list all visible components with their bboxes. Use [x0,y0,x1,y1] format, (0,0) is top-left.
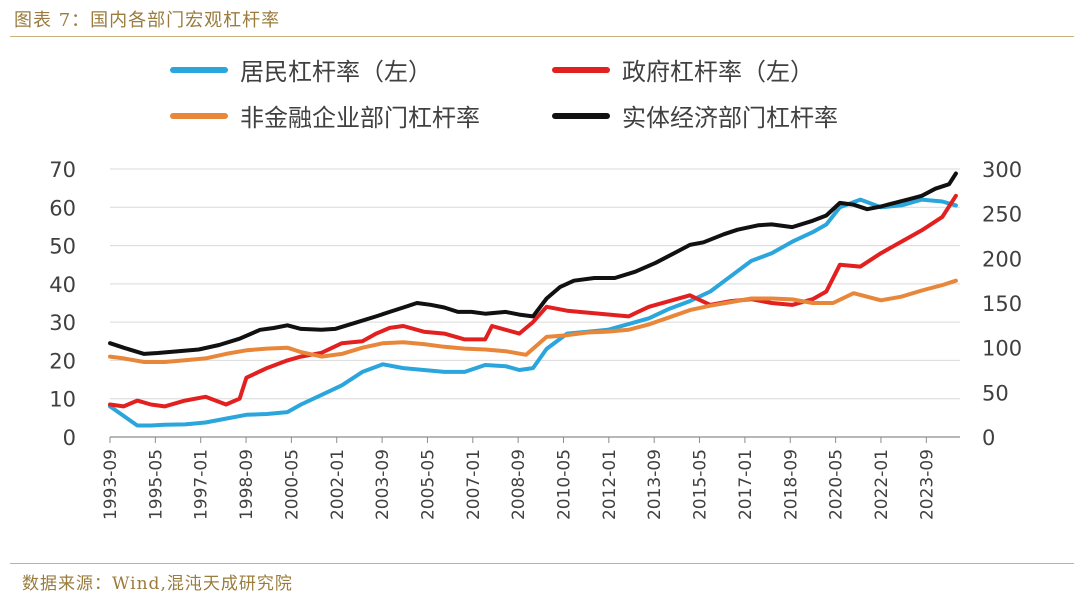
bottom-divider [10,563,1074,564]
x-axis-tick-label: 2013-09 [645,449,665,520]
right-axis-tick-label: 0 [982,426,995,450]
right-axis-tick-label: 150 [982,292,1022,316]
x-axis-tick-label: 2007-01 [464,449,484,520]
x-axis: 1993-09 1995-05 1997-01 1998-09 2000-05 2002-… [101,436,960,520]
legend-item-real-economy: 实体经济部门杠杆率 [552,98,838,133]
x-axis-tick-label: 1998-09 [237,449,257,520]
left-axis-tick-label: 60 [49,196,76,220]
right-axis-tick-label: 200 [982,247,1022,271]
legend-swatch-government [552,66,610,73]
right-axis-labels: 0 50 100 150 200 250 300 [982,158,1022,450]
right-axis-tick-label: 50 [982,381,1009,405]
legend-label-real-economy: 实体经济部门杠杆率 [622,104,838,132]
figure-title: 图表 7：国内各部门宏观杠杆率 [14,10,281,31]
legend-item-government: 政府杠杆率（左） [552,52,814,87]
leverage-chart: 0 10 20 30 40 50 60 70 0 50 100 150 200 250 300 1993-… [49,158,1022,520]
x-axis-tick-label: 2020-05 [827,449,847,520]
chart-series-lines [108,171,958,428]
left-axis-labels: 0 10 20 30 40 50 60 70 [49,158,76,450]
left-axis-tick-label: 0 [63,426,76,450]
legend-swatch-real-economy [552,112,610,119]
x-axis-tick-label: 2023-09 [917,449,937,520]
top-divider [10,36,1074,37]
legend-label-government: 政府杠杆率（左） [622,58,814,86]
right-axis-tick-label: 250 [982,203,1022,227]
x-axis-tick-label: 2017-01 [736,449,756,520]
chart-legend: 居民杠杆率（左） 政府杠杆率（左） 非金融企业部门杠杆率 实体经济部门杠杆率 [170,52,930,136]
left-axis-tick-label: 30 [49,311,76,335]
x-axis-tick-label: 2018-09 [781,449,801,520]
legend-swatch-corporate [170,112,228,119]
series-line [108,193,958,409]
x-axis-tick-label: 2010-05 [555,449,575,520]
legend-swatch-household [170,66,228,73]
x-axis-tick-label: 1993-09 [101,449,121,520]
series-line [108,197,958,428]
series-line [108,171,958,356]
right-axis-tick-label: 100 [982,337,1022,361]
x-axis-tick-label: 2000-05 [282,449,302,520]
chart-gridlines [110,168,960,400]
legend-label-household: 居民杠杆率（左） [240,58,432,86]
series-line [108,278,958,364]
x-axis-tick-label: 2008-09 [509,449,529,520]
legend-item-household: 居民杠杆率（左） [170,52,432,87]
legend-label-corporate: 非金融企业部门杠杆率 [240,104,480,132]
x-axis-tick-label: 2002-01 [328,449,348,520]
figure-source: 数据来源：Wind,混沌天成研究院 [22,574,293,594]
left-axis-tick-label: 70 [49,158,76,182]
right-axis-tick-label: 300 [982,158,1022,182]
x-axis-tick-label: 2015-05 [691,449,711,520]
x-axis-tick-label: 2012-01 [600,449,620,520]
x-axis-tick-label: 2003-09 [373,449,393,520]
legend-item-corporate: 非金融企业部门杠杆率 [170,98,480,133]
x-axis-tick-label: 1995-05 [146,449,166,520]
left-axis-tick-label: 10 [49,388,76,412]
x-axis-tick-label: 2022-01 [872,449,892,520]
left-axis-tick-label: 20 [49,349,76,373]
left-axis-tick-label: 50 [49,235,76,259]
left-axis-tick-label: 40 [49,273,76,297]
x-axis-tick-label: 1997-01 [192,449,212,520]
x-axis-tick-label: 2005-05 [418,449,438,520]
